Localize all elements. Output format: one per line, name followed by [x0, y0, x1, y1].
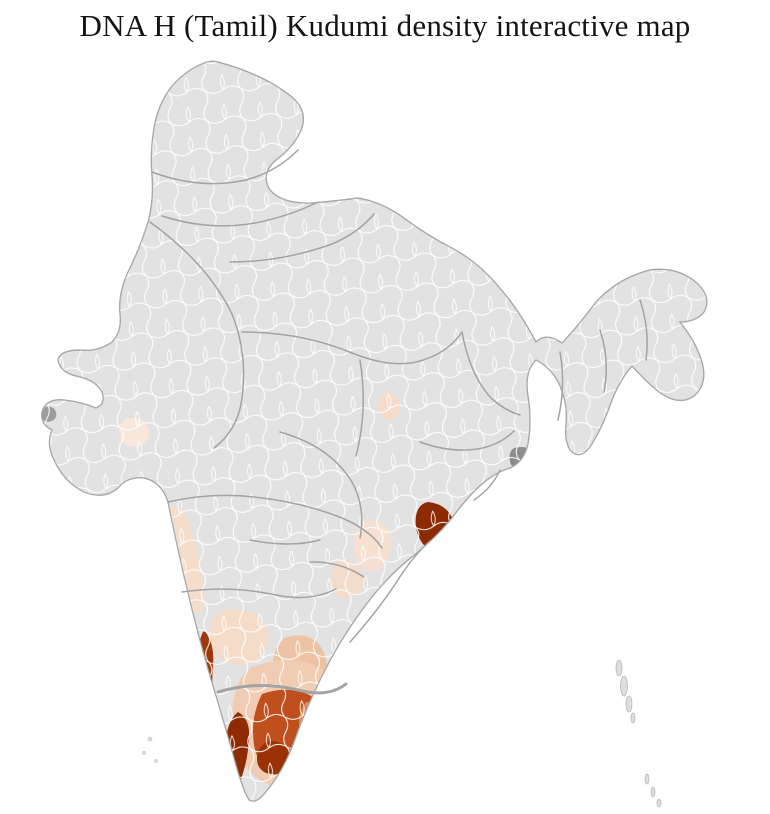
state-border-line — [241, 331, 463, 365]
state-border-line — [151, 149, 299, 185]
state-border-line — [349, 540, 431, 643]
density-regions — [41, 61, 707, 802]
state-border-line — [149, 221, 245, 449]
island[interactable] — [615, 659, 623, 677]
state-border-line — [599, 329, 607, 393]
tamil-nadu-state-border — [216, 682, 348, 695]
state-border-line — [419, 430, 515, 451]
district-borders-overlay — [41, 61, 707, 802]
island[interactable] — [650, 786, 656, 798]
country-outline — [41, 60, 708, 802]
state-border-line — [249, 539, 321, 545]
island[interactable] — [656, 798, 662, 808]
region-south-coast-dot[interactable] — [296, 763, 310, 777]
island[interactable] — [625, 695, 633, 713]
state-border-line — [461, 331, 521, 416]
state-border-line — [355, 359, 364, 457]
island[interactable] — [620, 675, 628, 697]
state-border-line — [557, 351, 564, 421]
state-border-line — [309, 561, 365, 578]
island[interactable] — [154, 759, 158, 763]
state-border-line — [181, 588, 337, 599]
lakshadweep-islands[interactable] — [142, 736, 158, 763]
island[interactable] — [147, 736, 153, 742]
state-border-line — [167, 494, 383, 549]
state-border-line — [229, 213, 375, 263]
island[interactable] — [644, 773, 650, 785]
page-title: DNA H (Tamil) Kudumi density interactive… — [79, 8, 691, 43]
state-borders — [149, 149, 648, 643]
state-border-line — [279, 431, 363, 539]
state-border-line — [639, 299, 648, 361]
state-border-line — [161, 201, 319, 227]
island[interactable] — [142, 751, 146, 755]
andaman-islands[interactable] — [615, 659, 636, 724]
island[interactable] — [630, 712, 636, 724]
nicobar-islands[interactable] — [644, 773, 662, 808]
